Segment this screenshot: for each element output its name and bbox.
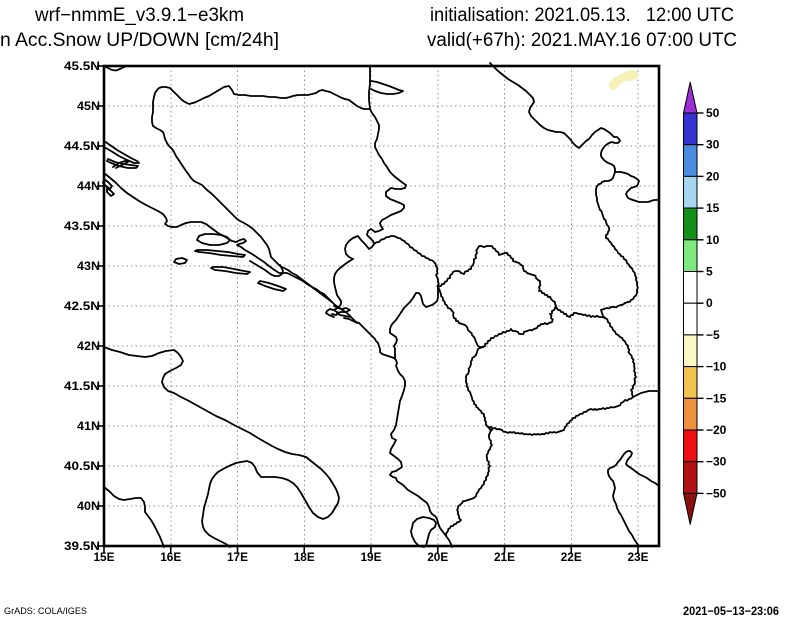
svg-text:−30: −30 xyxy=(706,455,727,469)
svg-text:20: 20 xyxy=(706,169,720,183)
svg-text:2021−05−13−23:06: 2021−05−13−23:06 xyxy=(683,604,779,618)
svg-text:42.5N: 42.5N xyxy=(64,299,100,313)
svg-text:42N: 42N xyxy=(77,339,100,353)
svg-text:44.5N: 44.5N xyxy=(64,139,100,153)
svg-text:0: 0 xyxy=(706,296,713,310)
svg-text:−20: −20 xyxy=(706,423,727,437)
svg-text:44N: 44N xyxy=(77,179,100,193)
svg-text:19E: 19E xyxy=(361,550,382,564)
svg-text:30: 30 xyxy=(706,138,720,152)
svg-text:n Acc.Snow UP/DOWN [cm/24h]: n Acc.Snow UP/DOWN [cm/24h] xyxy=(0,30,279,51)
svg-text:21E: 21E xyxy=(494,550,515,564)
svg-text:41.5N: 41.5N xyxy=(64,379,100,393)
svg-text:41N: 41N xyxy=(77,419,100,433)
svg-text:50: 50 xyxy=(706,106,720,120)
svg-text:−50: −50 xyxy=(706,486,727,500)
svg-text:15E: 15E xyxy=(94,550,115,564)
svg-text:initialisation: 2021.05.13.: initialisation: 2021.05.13. 12:00 UTC xyxy=(430,5,734,26)
svg-text:15: 15 xyxy=(706,201,720,215)
svg-text:45N: 45N xyxy=(77,99,100,113)
svg-text:40.5N: 40.5N xyxy=(64,459,100,473)
svg-text:wrf−nmmE_v3.9.1−e3km: wrf−nmmE_v3.9.1−e3km xyxy=(34,5,244,26)
svg-text:40N: 40N xyxy=(77,499,100,513)
svg-text:−10: −10 xyxy=(706,360,727,374)
svg-text:45.5N: 45.5N xyxy=(64,59,100,73)
svg-text:18E: 18E xyxy=(294,550,315,564)
svg-text:5: 5 xyxy=(706,265,713,279)
svg-text:valid(+67h): 2021.MAY.16 07:00: valid(+67h): 2021.MAY.16 07:00 UTC xyxy=(427,30,737,51)
svg-text:20E: 20E xyxy=(427,550,448,564)
svg-text:17E: 17E xyxy=(227,550,248,564)
svg-text:GrADS: COLA/IGES: GrADS: COLA/IGES xyxy=(4,606,87,617)
svg-text:23E: 23E xyxy=(628,550,649,564)
svg-text:−5: −5 xyxy=(706,328,720,342)
svg-text:10: 10 xyxy=(706,233,720,247)
svg-text:39.5N: 39.5N xyxy=(64,539,100,553)
svg-text:−15: −15 xyxy=(706,391,727,405)
svg-text:43.5N: 43.5N xyxy=(64,219,100,233)
svg-text:16E: 16E xyxy=(160,550,181,564)
svg-text:22E: 22E xyxy=(561,550,582,564)
svg-text:43N: 43N xyxy=(77,259,100,273)
